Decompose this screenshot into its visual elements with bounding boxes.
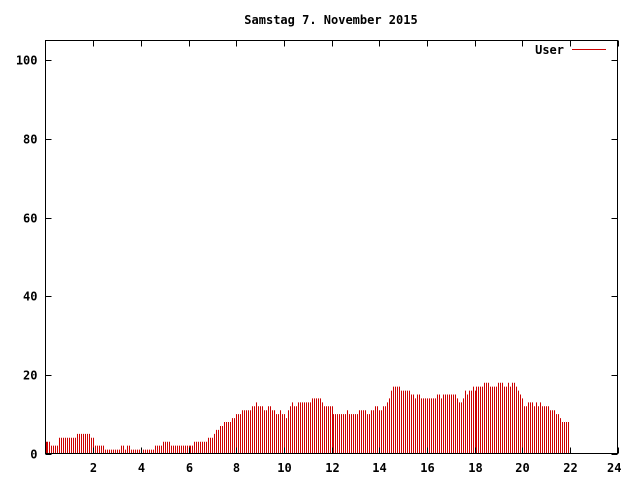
x-tick-label: 22 <box>563 461 577 475</box>
y-tick-label: 80 <box>23 133 37 147</box>
legend: User <box>535 43 606 57</box>
y-axis: 0 20 40 60 80 100 <box>16 54 618 462</box>
y-tick-label: 20 <box>23 369 37 383</box>
x-tick-label: 4 <box>138 461 145 475</box>
x-tick-label: 16 <box>420 461 434 475</box>
y-tick-label: 60 <box>23 212 37 226</box>
x-tick-label: 14 <box>372 461 386 475</box>
plot-frame <box>45 40 618 454</box>
x-tick-label: 2 <box>90 461 97 475</box>
bar-series <box>46 382 569 454</box>
x-tick-label: 10 <box>277 461 291 475</box>
x-tick-label: 12 <box>325 461 339 475</box>
y-tick-label: 40 <box>23 290 37 304</box>
chart-title: Samstag 7. November 2015 <box>244 13 417 27</box>
x-tick-label: 18 <box>468 461 482 475</box>
x-axis: 2 4 6 8 10 12 14 16 18 20 22 24 <box>90 40 622 475</box>
x-tick-label: 24 <box>607 461 621 475</box>
x-tick-label: 8 <box>233 461 240 475</box>
x-tick-label: 6 <box>186 461 193 475</box>
y-tick-label: 0 <box>30 448 37 462</box>
y-tick-label: 100 <box>16 54 38 68</box>
x-tick-label: 20 <box>515 461 529 475</box>
legend-label-user: User <box>535 43 564 57</box>
